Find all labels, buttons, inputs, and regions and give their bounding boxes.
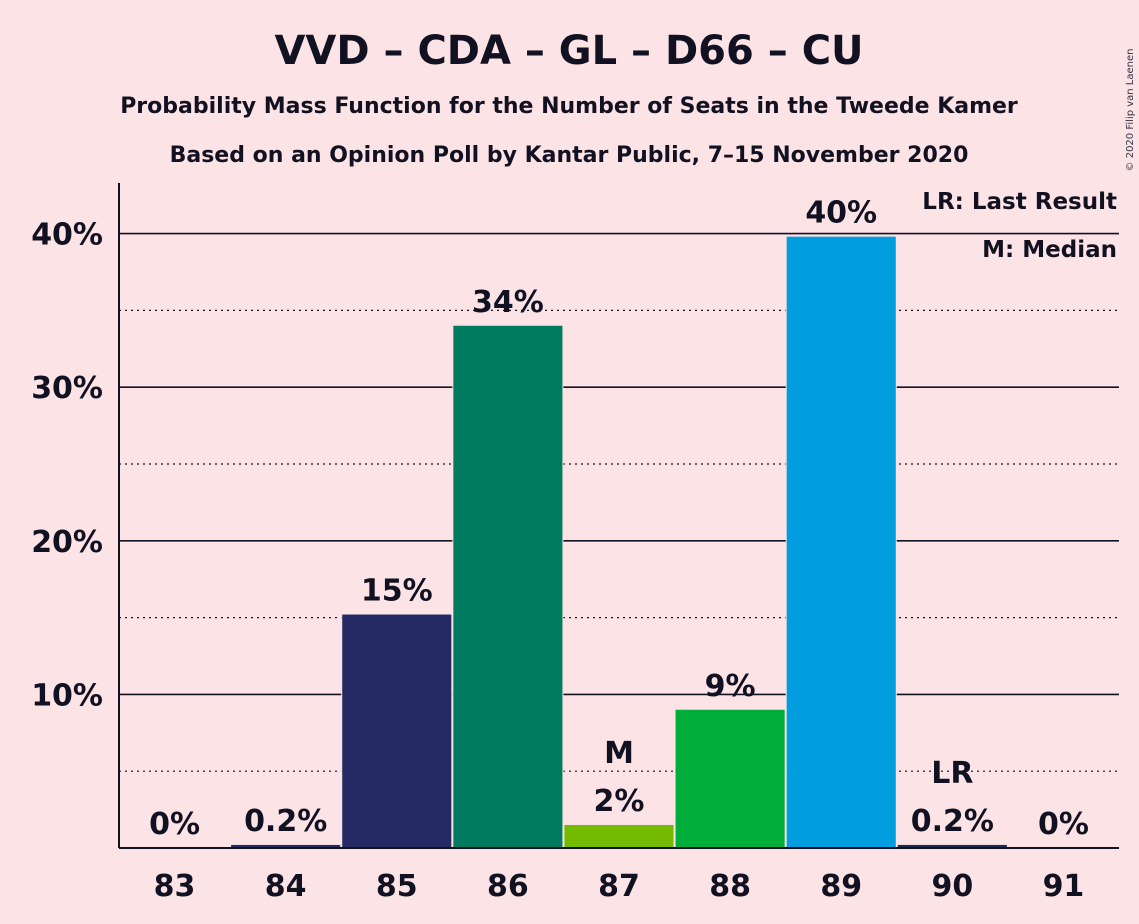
x-tick-label: 89 <box>820 869 862 904</box>
data-label-84: 0.2% <box>244 804 327 839</box>
axis-layer: 10% 20% 30% 40% 83 84 85 86 87 88 89 90 91 <box>31 183 1119 904</box>
chart-subtitle-1: Probability Mass Function for the Number… <box>120 94 1018 119</box>
x-tick-label: 91 <box>1043 869 1085 904</box>
bar-88 <box>675 709 785 848</box>
bar-89 <box>786 236 896 848</box>
marker-m: M <box>604 736 634 771</box>
y-tick-label: 20% <box>31 525 103 560</box>
legend-last-result: LR: Last Result <box>922 189 1117 215</box>
y-tick-label: 40% <box>31 218 103 253</box>
chart-title: VVD – CDA – GL – D66 – CU <box>274 28 863 74</box>
y-tick-label: 30% <box>31 371 103 406</box>
data-label-91: 0% <box>1038 807 1089 842</box>
bar-87 <box>564 824 674 848</box>
data-label-90: 0.2% <box>911 804 994 839</box>
marker-lr: LR <box>931 756 973 791</box>
grid-layer <box>119 232 1119 772</box>
x-tick-label: 90 <box>931 869 973 904</box>
x-tick-label: 86 <box>487 869 529 904</box>
bar-layer: 0% 0.2% 15% 34% 2% M 9% 40% 0.2% LR 0% <box>149 196 1089 848</box>
chart-subtitle-2: Based on an Opinion Poll by Kantar Publi… <box>170 143 969 168</box>
x-tick-label: 84 <box>265 869 307 904</box>
bar-90 <box>897 844 1007 848</box>
data-label-88: 9% <box>705 669 756 704</box>
data-label-83: 0% <box>149 807 200 842</box>
copyright-notice: © 2020 Filip van Laenen <box>1125 49 1136 172</box>
data-label-87: 2% <box>594 784 645 819</box>
x-tick-label: 88 <box>709 869 751 904</box>
data-label-85: 15% <box>361 574 433 609</box>
x-tick-label: 87 <box>598 869 640 904</box>
data-label-89: 40% <box>805 196 877 231</box>
data-label-86: 34% <box>472 285 544 320</box>
legend-median: M: Median <box>982 237 1117 263</box>
x-tick-label: 85 <box>376 869 418 904</box>
y-tick-label: 10% <box>31 678 103 713</box>
x-tick-label: 83 <box>154 869 196 904</box>
bar-86 <box>453 325 563 848</box>
bar-84 <box>231 844 341 848</box>
bar-85 <box>342 614 452 848</box>
